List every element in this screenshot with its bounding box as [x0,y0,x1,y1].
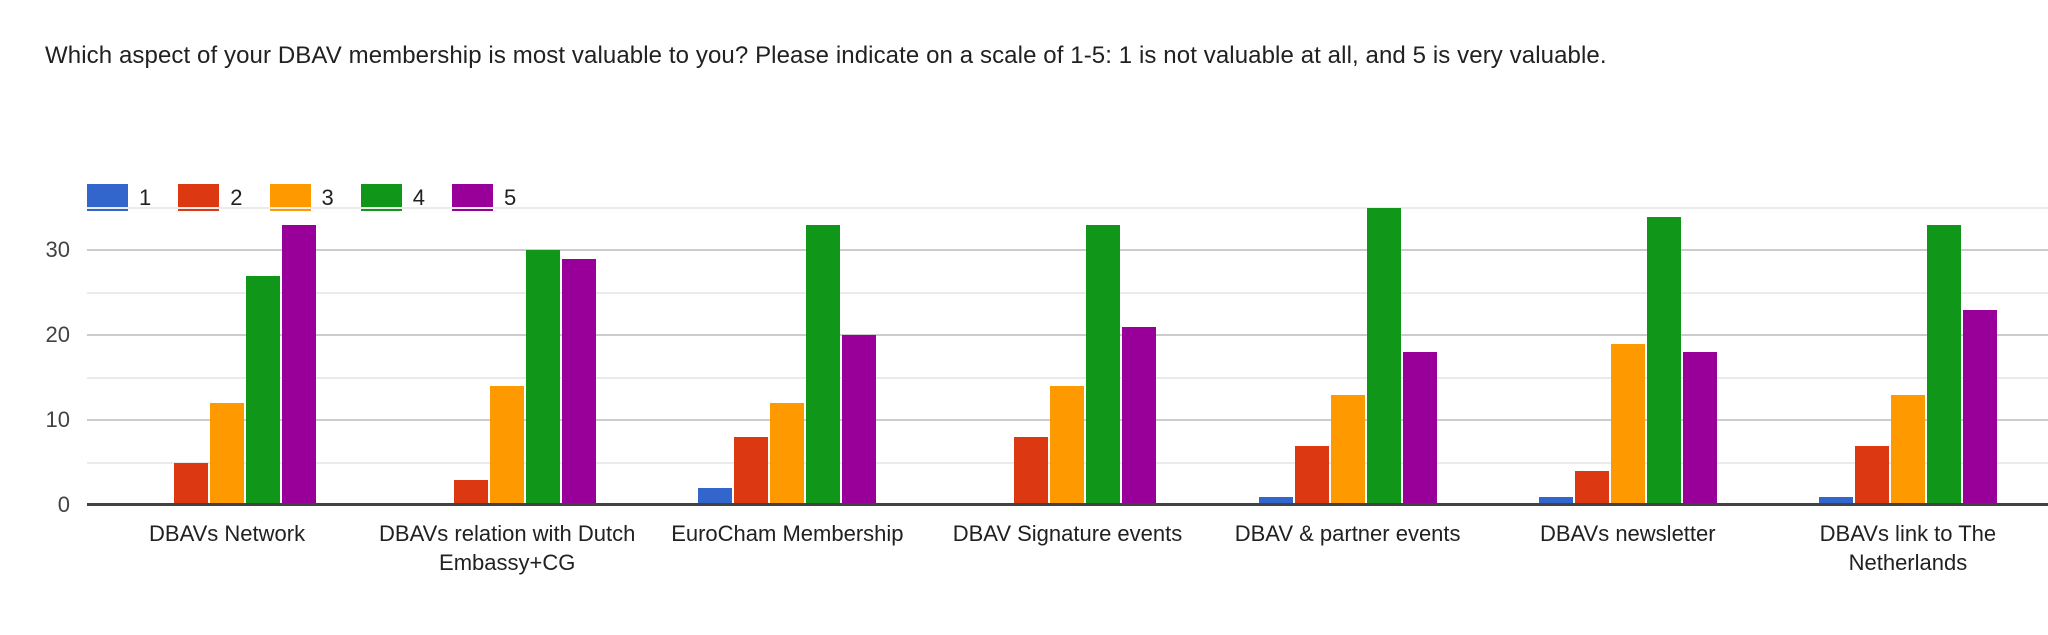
bar-rating3-group1 [210,403,245,505]
x-axis-category-label-4: DBAV Signature events [952,521,1183,546]
legend-item-4: 4 [360,184,425,211]
gridline-30 [87,249,2048,251]
bar-rating5-group4 [1122,326,1157,505]
bar-rating5-group1 [282,225,317,505]
legend-item-1: 1 [87,184,151,211]
x-axis-category-label-6: DBAVs newsletter [1539,521,1716,546]
legend-swatch-1 [87,184,128,211]
bar-rating2-group1 [174,462,209,505]
bar-rating1-group7 [1818,496,1853,505]
bar-rating3-group2 [490,386,525,505]
bar-rating5-group3 [842,335,877,505]
chart-legend: 1 2 3 4 5 [87,184,543,211]
legend-swatch-2 [178,184,220,211]
bar-rating1-group3 [698,488,733,505]
bar-group-4 [927,208,1207,505]
x-axis: DBAVs Network DBAVs relation with Dutch E… [87,519,2048,577]
bar-rating3-group7 [1890,394,1925,505]
question-title: Which aspect of your DBAV membership is … [45,42,1607,69]
bar-rating2-group3 [734,437,769,505]
gridline-25 [87,292,2048,294]
legend-swatch-5 [452,184,493,211]
x-axis-category-label-2: DBAVs relation with Dutch Embassy+CG [379,521,636,575]
bars [1538,216,1718,505]
bar-group-3 [647,208,927,505]
gridline-35 [87,207,2048,209]
bar-group-6 [1488,208,1768,505]
x-axis-category-label-7: DBAVs link to The Netherlands [1819,521,1997,575]
y-axis-tick-label-0: 0 [57,492,70,517]
bar-rating4-group2 [526,250,561,505]
bar-rating4-group4 [1086,225,1121,505]
x-axis-category-label-1: DBAVs Network [149,521,306,546]
y-axis-tick-label-30: 30 [45,237,70,263]
x-axis-baseline [87,503,2048,506]
bar-rating2-group5 [1294,445,1329,505]
bar-rating2-group7 [1854,445,1889,505]
bar-group-1 [87,208,367,505]
x-axis-category-label-3: EuroCham Membership [671,521,904,546]
legend-label: 3 [321,184,334,210]
y-axis-tick-label-20: 20 [45,322,70,348]
bar-rating4-group7 [1926,225,1961,505]
bars [1258,208,1438,505]
legend-item-5: 5 [452,184,516,211]
bars [1818,225,1998,505]
bar-rating5-group6 [1682,352,1717,505]
gridline-15 [87,377,2048,379]
legend-swatch-4 [360,184,402,211]
bar-rating4-group5 [1366,208,1401,505]
bar-rating1-group6 [1538,496,1573,505]
bar-rating2-group6 [1574,471,1609,505]
bar-rating3-group4 [1050,386,1085,505]
plot-area [87,207,2048,506]
bar-group-2 [367,208,647,505]
bar-group-5 [1208,208,1488,505]
legend-item-2: 2 [178,184,243,211]
bars [977,225,1157,505]
x-axis-category-label-5: DBAV & partner events [1234,521,1461,546]
legend-label: 4 [412,184,425,210]
bar-groups [87,208,2048,505]
bar-rating4-group3 [806,225,841,505]
bar-rating4-group1 [246,275,281,505]
y-axis: 0 10 20 30 [0,208,70,517]
bars [697,225,877,505]
bars [417,250,597,505]
bar-group-7 [1768,208,2048,505]
legend-label: 1 [139,184,152,210]
bar-rating2-group2 [454,479,489,505]
bar-rating3-group5 [1330,394,1365,505]
bar-rating3-group6 [1610,343,1645,505]
bar-rating5-group5 [1402,352,1437,505]
bars [137,225,317,505]
bar-rating5-group7 [1962,309,1997,505]
legend-swatch-3 [269,184,311,211]
bar-rating1-group5 [1258,496,1293,505]
gridline-20 [87,334,2048,336]
legend-label: 2 [230,184,243,210]
y-axis-tick-label-10: 10 [45,407,70,433]
bar-rating4-group6 [1646,216,1681,505]
legend-label: 5 [504,184,517,210]
legend-item-3: 3 [269,184,334,211]
bar-rating5-group2 [562,258,597,505]
bar-rating2-group4 [1014,437,1049,505]
bar-rating3-group3 [770,403,805,505]
